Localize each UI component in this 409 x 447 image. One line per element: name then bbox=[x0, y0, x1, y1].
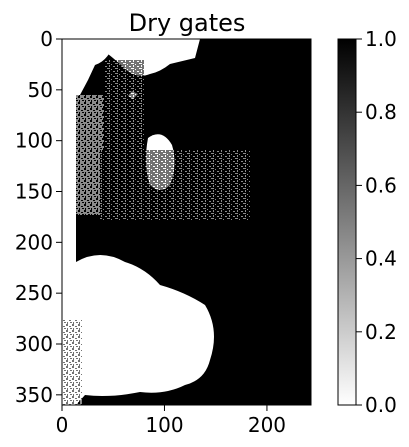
y-tick-label: 350 bbox=[15, 383, 53, 407]
y-tick-label: 100 bbox=[15, 129, 53, 153]
x-axis: 0 100 200 bbox=[56, 405, 286, 437]
colorbar-ticks: 0.0 0.2 0.4 0.6 0.8 1.0 bbox=[356, 27, 397, 417]
colorbar-tick-label: 0.4 bbox=[365, 247, 397, 271]
heatmap-noise bbox=[62, 60, 250, 405]
y-tick-label: 250 bbox=[15, 281, 53, 305]
y-tick-label: 150 bbox=[15, 180, 53, 204]
x-tick-label: 200 bbox=[248, 413, 286, 437]
y-axis: 0 50 100 150 200 250 300 350 bbox=[15, 27, 62, 407]
heatmap-white-regions bbox=[62, 39, 214, 405]
colorbar-tick-label: 1.0 bbox=[365, 27, 397, 51]
x-tick-label: 0 bbox=[56, 413, 69, 437]
colorbar-tick-label: 0.6 bbox=[365, 173, 397, 197]
colorbar-tick-label: 0.0 bbox=[365, 393, 397, 417]
colorbar-tick-label: 0.8 bbox=[365, 100, 397, 124]
colorbar-tick-label: 0.2 bbox=[365, 320, 397, 344]
colorbar: 0.0 0.2 0.4 0.6 0.8 1.0 bbox=[337, 27, 397, 417]
heatmap-plot-area: 0 100 200 0 50 100 150 200 250 300 350 bbox=[15, 27, 312, 437]
y-tick-label: 0 bbox=[40, 27, 53, 51]
y-tick-label: 300 bbox=[15, 332, 53, 356]
plot-frame bbox=[61, 38, 312, 406]
chart-title: Dry gates bbox=[129, 9, 246, 37]
x-tick-label: 100 bbox=[145, 413, 183, 437]
y-tick-label: 200 bbox=[15, 230, 53, 254]
colorbar-gradient bbox=[337, 38, 357, 406]
y-tick-label: 50 bbox=[28, 78, 53, 102]
